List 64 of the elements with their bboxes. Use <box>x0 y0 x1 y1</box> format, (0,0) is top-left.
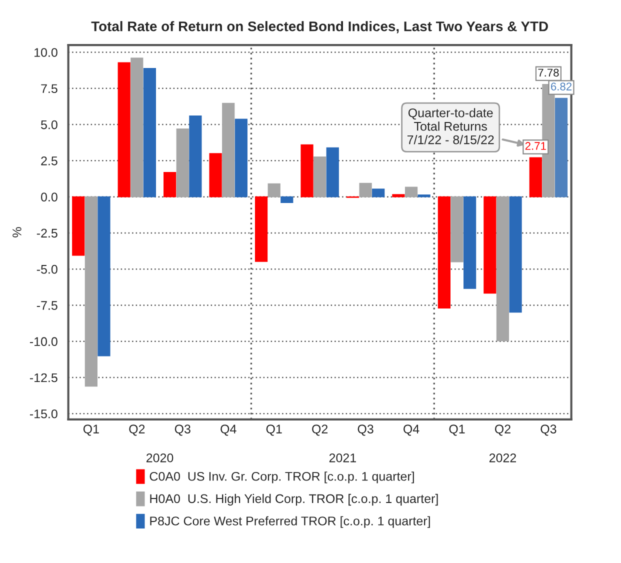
bar <box>463 196 476 289</box>
legend-label: C0A0 US Inv. Gr. Corp. TROR [c.o.p. 1 quarter] <box>150 472 414 484</box>
bar <box>72 196 85 256</box>
bar <box>143 68 156 198</box>
y-axis-title: % <box>12 227 22 238</box>
chart-title: Total Rate of Return on Selected Bond Indices, Last Two Years & YTD <box>91 21 548 34</box>
bar <box>234 118 248 198</box>
x-tick-label: Q3 <box>174 424 190 436</box>
x-tick-label: Q2 <box>129 424 145 436</box>
x-tick-label: Q4 <box>404 424 420 436</box>
data-label: 6.82 <box>551 82 572 90</box>
y-tick-label: 10.0 <box>34 48 58 57</box>
annotation: Quarter-to-date Total Returns 7/1/22 - 8/15/22 <box>407 108 494 144</box>
bar <box>189 115 202 198</box>
bar <box>254 196 268 262</box>
text: 2022 <box>489 453 516 462</box>
bar <box>300 144 314 198</box>
bar <box>484 196 496 294</box>
x-tick-label: Q4 <box>220 424 236 436</box>
bar <box>222 102 235 198</box>
y-tick-label: 2.5 <box>41 156 58 166</box>
bar <box>164 172 176 198</box>
y-tick-label: -2.5 <box>36 228 58 238</box>
y-tick-label: -12.5 <box>30 373 58 382</box>
bar <box>496 196 510 342</box>
x-tick-label: Q2 <box>494 424 510 436</box>
bar <box>529 157 542 198</box>
x-tick-label: Q2 <box>312 424 328 436</box>
bar <box>209 153 222 198</box>
y-tick-label: -7.5 <box>36 301 58 310</box>
bar <box>392 194 405 198</box>
bar <box>118 62 130 198</box>
bar <box>84 196 98 387</box>
bar <box>280 196 294 204</box>
y-tick-label: -10.0 <box>30 337 58 346</box>
x-tick-label: Q1 <box>266 424 282 436</box>
bar <box>130 58 144 198</box>
text: 2021 <box>329 453 356 462</box>
bar <box>438 196 451 309</box>
x-tick-label: Q1 <box>449 424 465 436</box>
y-tick-label: -5.0 <box>36 264 58 274</box>
data-label: 7.78 <box>538 68 559 77</box>
data-label: 2.71 <box>525 142 546 150</box>
y-tick-label: -15.0 <box>30 409 58 418</box>
y-tick-label: 5.0 <box>41 120 58 130</box>
bar <box>450 196 464 262</box>
y-tick-label: 0.0 <box>41 192 58 202</box>
bar <box>314 156 326 198</box>
bar <box>372 188 385 198</box>
bar <box>509 196 522 313</box>
bar <box>404 186 418 198</box>
bar <box>268 183 280 198</box>
bar <box>326 147 339 198</box>
bar <box>554 98 568 198</box>
legend-label: H0A0 U.S. High Yield Corp. TROR [c.o.p. 1 quarter] <box>150 494 438 506</box>
x-tick-label: Q1 <box>83 424 99 436</box>
legend-label: P8JC Core West Preferred TROR [c.o.p. 1 quarter] <box>150 516 430 528</box>
x-tick-label: Q3 <box>358 424 374 436</box>
y-tick-label: 7.5 <box>41 84 58 94</box>
x-tick-label: Q3 <box>540 424 556 436</box>
bar <box>98 196 110 356</box>
text: 2020 <box>146 453 174 462</box>
bar <box>176 128 189 198</box>
bar <box>359 182 372 198</box>
